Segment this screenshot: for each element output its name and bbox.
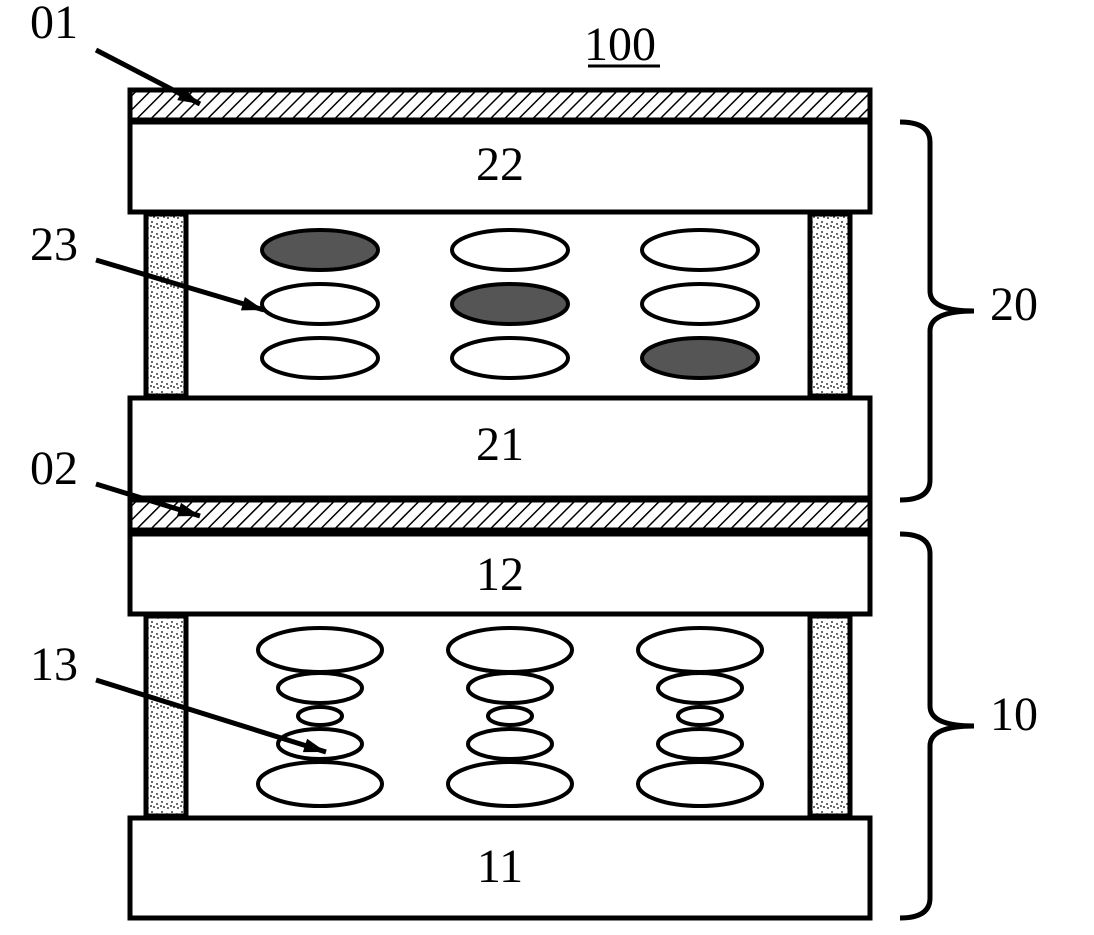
- lc-molecule: [658, 673, 742, 703]
- lc-molecule: [278, 673, 362, 703]
- label-22: 22: [476, 138, 524, 191]
- lc-molecule-dark: [262, 230, 378, 270]
- bracket-label-20: 20: [990, 278, 1038, 331]
- lc-molecule: [258, 762, 382, 806]
- label-11: 11: [477, 840, 523, 893]
- label-21: 21: [476, 418, 524, 471]
- lc-molecule: [468, 729, 552, 759]
- lc-molecule: [448, 628, 572, 672]
- lc-molecule: [488, 707, 532, 725]
- lc-molecule: [638, 762, 762, 806]
- lc-molecule: [642, 284, 758, 324]
- figure-title: 100: [584, 18, 656, 71]
- bracket-label-10: 10: [990, 688, 1038, 741]
- lc-molecule-dark: [642, 338, 758, 378]
- lc-molecule: [298, 707, 342, 725]
- lc-molecule: [448, 762, 572, 806]
- lc-molecule: [262, 284, 378, 324]
- callout-02: 02: [30, 442, 78, 495]
- lc-molecule: [658, 729, 742, 759]
- lc-molecule: [278, 729, 362, 759]
- callout-13: 13: [30, 638, 78, 691]
- lc-molecule: [678, 707, 722, 725]
- lc-molecule: [258, 628, 382, 672]
- lc-molecule: [642, 230, 758, 270]
- lc-molecule-dark: [452, 284, 568, 324]
- lc-molecule: [452, 230, 568, 270]
- lc-molecule: [452, 338, 568, 378]
- lc-molecule: [262, 338, 378, 378]
- lc-molecule: [638, 628, 762, 672]
- callout-23: 23: [30, 218, 78, 271]
- callout-01: 01: [30, 0, 78, 49]
- label-12: 12: [476, 548, 524, 601]
- lc-molecule: [468, 673, 552, 703]
